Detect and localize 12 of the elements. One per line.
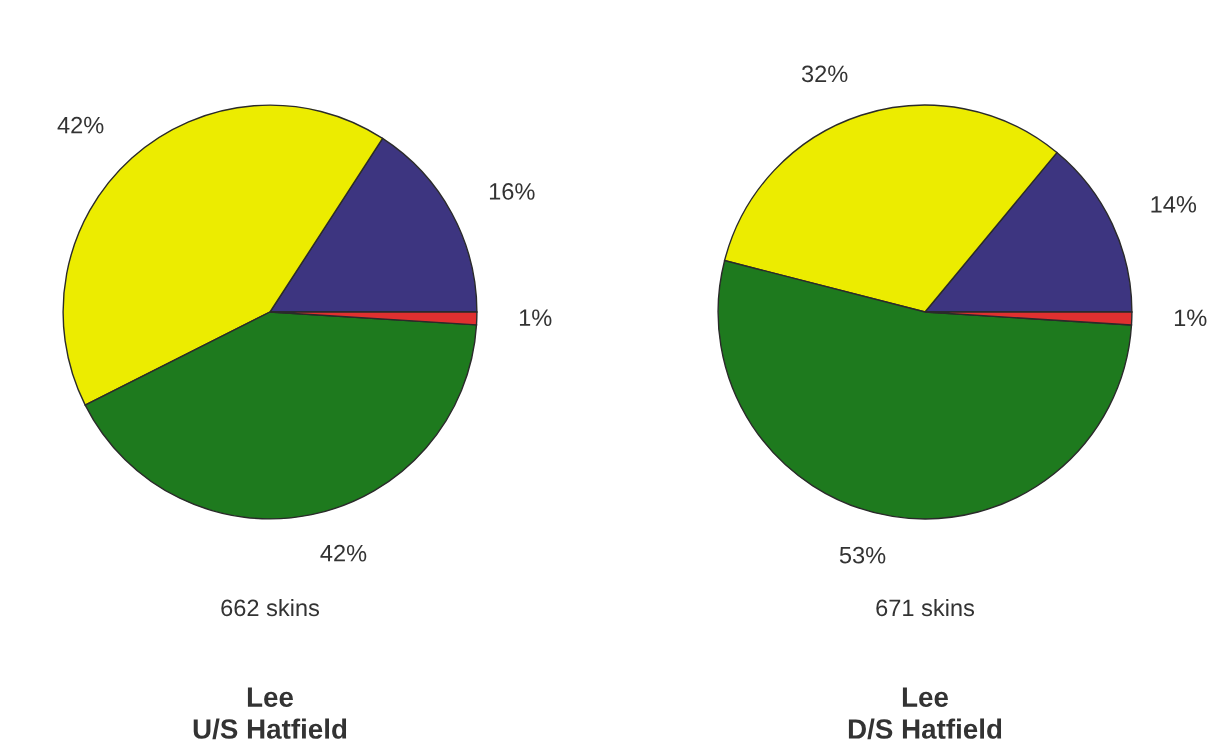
data-label: 14% xyxy=(1151,196,1197,213)
data-label: 42% xyxy=(320,544,367,562)
text: 662 skins xyxy=(221,598,320,617)
text: Lee D/S Hatfield xyxy=(848,687,1002,740)
text: Lee U/S Hatfield xyxy=(193,687,347,740)
data-label: 1% xyxy=(519,309,552,326)
data-label: 1% xyxy=(1174,309,1207,327)
data-label: 42% xyxy=(57,116,104,134)
data-label: 16% xyxy=(489,183,535,200)
text: 671 skins xyxy=(876,598,975,617)
data-label: 32% xyxy=(801,65,848,83)
data-label: 53% xyxy=(839,546,886,564)
